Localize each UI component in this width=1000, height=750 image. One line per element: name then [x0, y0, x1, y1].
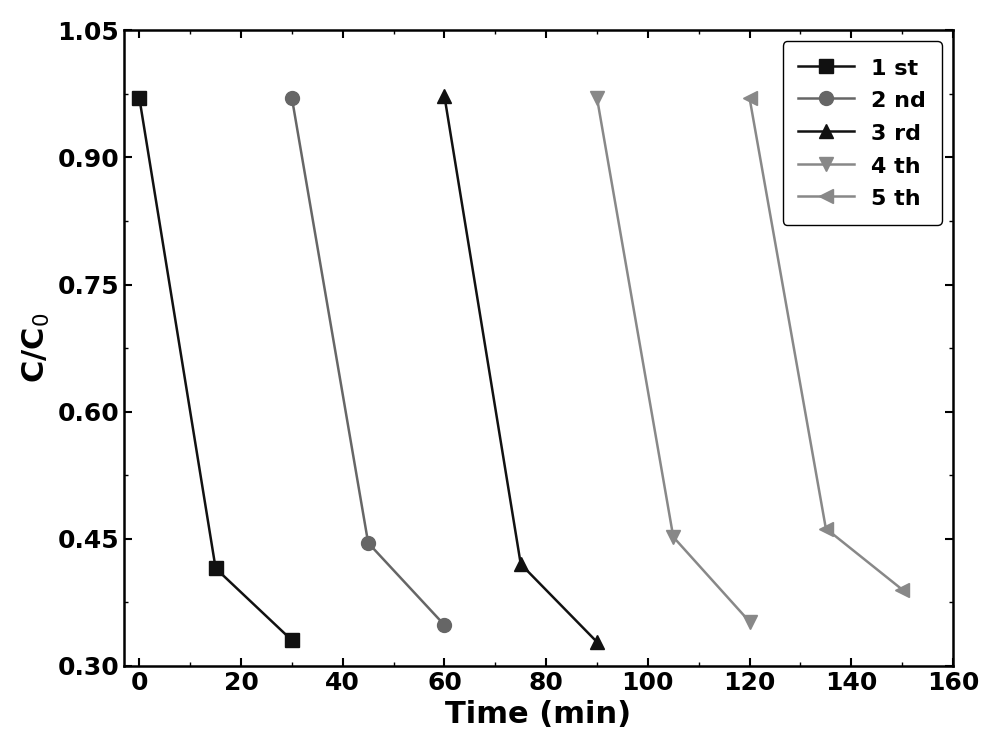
1 st [286, 636, 298, 645]
5 th [744, 94, 756, 103]
5 th [896, 585, 908, 594]
3 rd [515, 560, 527, 568]
4 th [591, 94, 603, 103]
2 nd [286, 94, 298, 103]
1 st [210, 564, 222, 573]
4 th [667, 532, 679, 542]
Line: 1 st: 1 st [132, 92, 299, 647]
4 th [744, 617, 756, 626]
3 rd [438, 92, 450, 101]
Y-axis label: C/C$_0$: C/C$_0$ [21, 313, 52, 383]
1 st [133, 94, 145, 103]
3 rd [591, 638, 603, 646]
2 nd [362, 538, 374, 548]
Line: 3 rd: 3 rd [438, 89, 604, 649]
2 nd [438, 620, 450, 629]
5 th [820, 524, 832, 533]
Legend: 1 st, 2 nd, 3 rd, 4 th, 5 th: 1 st, 2 nd, 3 rd, 4 th, 5 th [783, 41, 942, 225]
X-axis label: Time (min): Time (min) [445, 700, 632, 729]
Line: 4 th: 4 th [590, 92, 757, 628]
Line: 2 nd: 2 nd [285, 92, 451, 632]
Line: 5 th: 5 th [743, 92, 909, 596]
